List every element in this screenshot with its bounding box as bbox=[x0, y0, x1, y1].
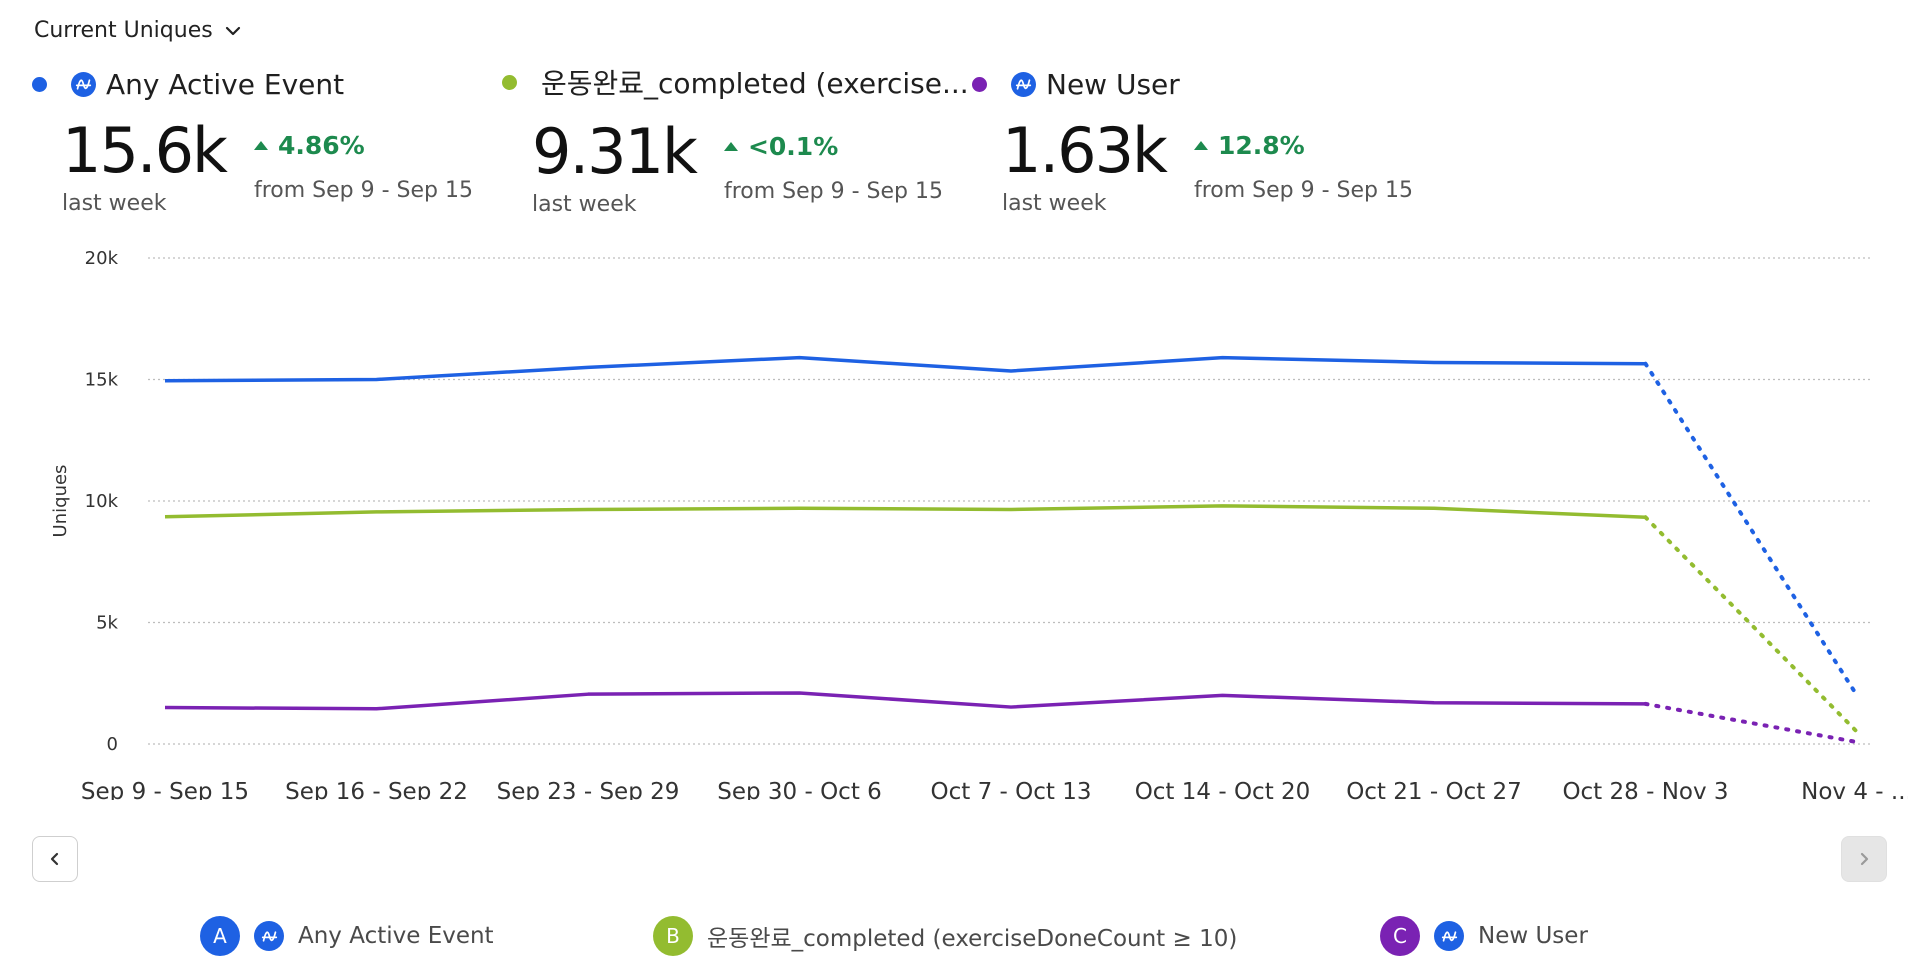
summary-title: Any Active Event bbox=[106, 68, 345, 101]
series-incomplete-segment bbox=[1643, 361, 1859, 698]
legend-badge: C bbox=[1380, 916, 1420, 956]
x-tick-label: Sep 23 - Sep 29 bbox=[497, 779, 680, 800]
amplitude-icon bbox=[1011, 72, 1036, 97]
line-chart: 0 5k 10k 15k 20k Uniques Sep 9 - Sep 15 Sep 16 … bbox=[50, 248, 1908, 800]
series-color-dot bbox=[502, 74, 517, 90]
arrow-up-icon bbox=[253, 141, 268, 150]
legend-badge: A bbox=[200, 916, 240, 956]
x-tick-label: Sep 16 - Sep 22 bbox=[285, 779, 468, 800]
series-incomplete-segment bbox=[1643, 515, 1859, 734]
summary-title: 운동완료_completed (exercise... bbox=[541, 67, 969, 100]
summary-delta: 4.86% bbox=[253, 131, 473, 160]
series-color-dot bbox=[32, 77, 47, 92]
amplitude-icon bbox=[254, 921, 284, 951]
legend-label: New User bbox=[1478, 923, 1588, 949]
metric-selector[interactable]: Current Uniques bbox=[34, 18, 243, 43]
summary-value: 9.31k bbox=[532, 115, 698, 188]
summary-period: last week bbox=[1002, 191, 1107, 216]
summary-period: last week bbox=[532, 192, 637, 217]
series-line bbox=[164, 504, 1646, 520]
summary-value: 15.6k bbox=[62, 114, 228, 187]
x-tick-label: Sep 9 - Sep 15 bbox=[81, 779, 249, 800]
summary-card-a: Any Active Event 15.6k last week 4.86% f… bbox=[32, 68, 473, 216]
x-tick-label: Oct 7 - Oct 13 bbox=[931, 779, 1092, 800]
summary-title: New User bbox=[1046, 68, 1180, 101]
series-incomplete-segment bbox=[1643, 701, 1859, 745]
series-line bbox=[164, 355, 1646, 383]
legend-label: 운동완료_completed (exerciseDoneCount ≥ 10) bbox=[707, 926, 1238, 952]
summary-period: last week bbox=[62, 191, 167, 216]
y-tick-label: 20k bbox=[85, 248, 119, 269]
series-color-dot bbox=[972, 77, 987, 92]
y-tick-label: 10k bbox=[85, 491, 119, 512]
amplitude-icon bbox=[71, 72, 96, 97]
summary-compare-period: from Sep 9 - Sep 15 bbox=[1193, 178, 1413, 203]
x-tick-label: Sep 30 - Oct 6 bbox=[717, 779, 882, 800]
legend-label: Any Active Event bbox=[298, 923, 494, 949]
prev-page-button[interactable] bbox=[32, 836, 78, 882]
amplitude-icon bbox=[1434, 921, 1464, 951]
metric-selector-label: Current Uniques bbox=[34, 18, 213, 43]
chevron-down-icon bbox=[225, 26, 240, 35]
summary-delta: 12.8% bbox=[1193, 131, 1413, 160]
x-tick-label: Oct 21 - Oct 27 bbox=[1346, 779, 1522, 800]
legend-badge: B bbox=[653, 916, 693, 956]
summary-compare-period: from Sep 9 - Sep 15 bbox=[723, 179, 943, 204]
legend-item-a[interactable]: A Any Active Event bbox=[200, 916, 494, 956]
summary-compare-period: from Sep 9 - Sep 15 bbox=[253, 178, 473, 203]
y-tick-label: 15k bbox=[85, 370, 119, 391]
summary-card-c: New User 1.63k last week 12.8% from Sep … bbox=[972, 68, 1413, 216]
arrow-up-icon bbox=[723, 142, 738, 151]
x-tick-label: Oct 28 - Nov 3 bbox=[1562, 779, 1728, 800]
chevron-left-icon bbox=[50, 852, 59, 866]
x-tick-label: Oct 14 - Oct 20 bbox=[1135, 779, 1311, 800]
arrow-up-icon bbox=[1193, 141, 1208, 150]
y-axis-label: Uniques bbox=[50, 465, 71, 538]
legend-item-c[interactable]: C New User bbox=[1380, 916, 1588, 956]
summary-value: 1.63k bbox=[1002, 114, 1168, 187]
legend-item-b[interactable]: B 운동완료_completed (exerciseDoneCount ≥ 10… bbox=[653, 916, 1237, 956]
y-tick-label: 5k bbox=[96, 613, 118, 634]
next-page-button[interactable] bbox=[1841, 836, 1887, 882]
summary-card-b: 운동완료_completed (exercise... 9.31k last w… bbox=[502, 62, 969, 217]
summary-delta: <0.1% bbox=[723, 132, 943, 161]
series-line bbox=[164, 691, 1646, 711]
x-tick-label: Nov 4 - ... bbox=[1801, 779, 1908, 800]
y-tick-label: 0 bbox=[107, 734, 118, 755]
chevron-right-icon bbox=[1860, 852, 1869, 866]
